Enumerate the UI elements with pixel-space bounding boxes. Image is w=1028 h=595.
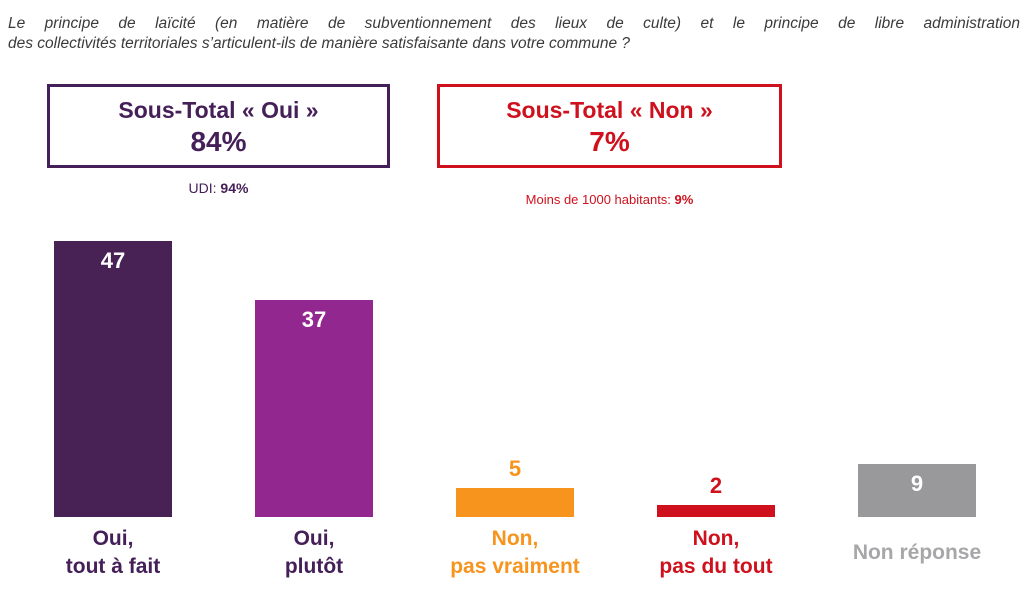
subtotal-non-value: 7% xyxy=(589,125,630,157)
bar xyxy=(657,505,775,517)
bar-value-label: 5 xyxy=(508,456,522,481)
subtotal-non-note-value: 9% xyxy=(674,192,694,207)
bar-category-label-line: Non, xyxy=(491,527,539,550)
subtotal-oui-note-value: 94% xyxy=(220,180,249,196)
bar: 9 xyxy=(858,464,976,517)
bar xyxy=(456,488,574,517)
question-line-2: des collectivités territoriales s’articu… xyxy=(8,34,630,52)
bar-value-label: 37 xyxy=(301,307,327,332)
subtotal-oui-box: Sous-Total « Oui » 84% xyxy=(47,84,390,168)
bar: 47 xyxy=(54,241,172,517)
bar-category-label: Non, pas vraiment xyxy=(415,524,615,582)
subtotal-non-box: Sous-Total « Non » 7% xyxy=(437,84,782,168)
question-line-1: Le principe de laïcité (en matière de su… xyxy=(8,15,1020,32)
bar-category-label-line: Oui, xyxy=(293,527,335,550)
bar-category-label-line: plutôt xyxy=(284,555,344,578)
subtotal-oui-value: 84% xyxy=(190,125,247,157)
bar-category-label-line: pas du tout xyxy=(659,555,773,578)
bar-column-2: 37 xyxy=(214,300,414,517)
bar-value-label: 2 xyxy=(709,473,723,498)
subtotal-oui-title: Sous-Total « Oui » xyxy=(118,96,319,123)
bar-column-1: 47 xyxy=(13,241,213,517)
bar-category-label: Oui, plutôt xyxy=(214,524,414,582)
question-title: Le principe de laïcité (en matière de su… xyxy=(8,14,1020,53)
bar-category-label: Non réponse xyxy=(817,524,1017,582)
subtotal-oui-note-label: UDI: xyxy=(188,180,221,196)
bar-column-5: 9 xyxy=(817,464,1017,517)
bar-column-3: 5 xyxy=(415,456,615,517)
subtotal-oui-note: UDI: 94% xyxy=(47,180,390,196)
bar-category-label-line: pas vraiment xyxy=(450,555,580,578)
bar-category-label-line: tout à fait xyxy=(65,555,161,578)
bar-category-label: Oui, tout à fait xyxy=(13,524,213,582)
bar-category-label-line: Non, xyxy=(692,527,740,550)
bar-category-label-line: Oui, xyxy=(92,527,134,550)
subtotal-non-note: Moins de 1000 habitants: 9% xyxy=(437,192,782,207)
subtotal-non-title: Sous-Total « Non » xyxy=(506,96,713,123)
bar-category-label: Non, pas du tout xyxy=(616,524,816,582)
subtotal-non-note-label: Moins de 1000 habitants: xyxy=(525,192,675,207)
bar-value-label: 9 xyxy=(910,471,924,496)
bar: 37 xyxy=(255,300,373,517)
bar-column-4: 2 xyxy=(616,473,816,517)
bar-value-label: 47 xyxy=(100,248,126,273)
bar-category-label-line: Non réponse xyxy=(852,541,982,564)
